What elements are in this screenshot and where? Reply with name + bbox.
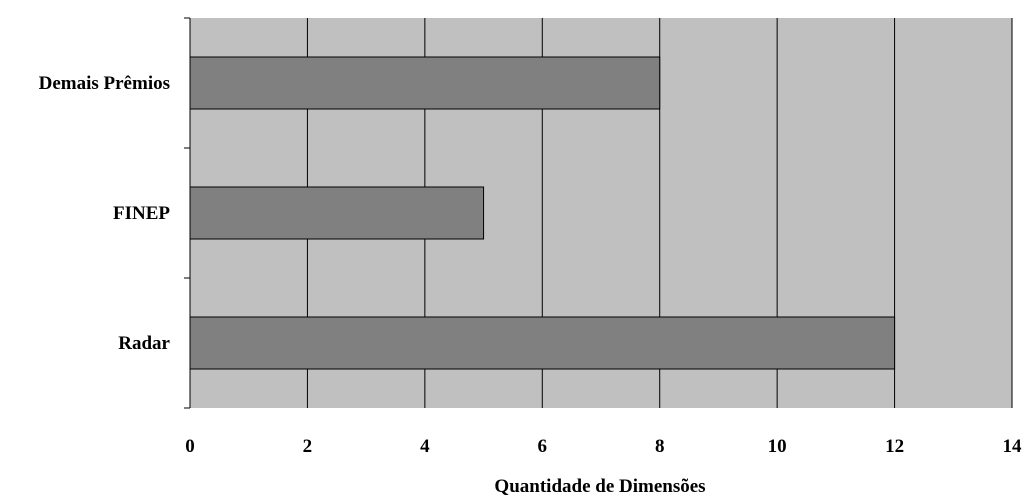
y-tick-label: Radar xyxy=(118,333,170,354)
x-tick-label: 8 xyxy=(655,436,665,457)
x-tick-label: 12 xyxy=(885,436,904,457)
bar-finep xyxy=(189,186,485,240)
x-tick-label: 14 xyxy=(1003,436,1023,457)
x-tick-label: 4 xyxy=(420,436,430,457)
x-axis-title: Quantidade de Dimensões xyxy=(494,476,705,497)
x-tick-label: 6 xyxy=(538,436,548,457)
plot-area xyxy=(189,18,1013,408)
y-tick-label: FINEP xyxy=(113,203,170,224)
axes: Demais Prêmios FINEP Radar 0 2 4 6 8 10 12 14 xyxy=(39,17,1023,457)
x-tick-label: 0 xyxy=(185,436,195,457)
x-tick-label: 10 xyxy=(768,436,787,457)
y-tick-label: Demais Prêmios xyxy=(39,73,170,94)
bar-demais-pr-mios xyxy=(189,56,661,110)
x-tick-label: 2 xyxy=(303,436,313,457)
bar-radar xyxy=(189,316,896,370)
